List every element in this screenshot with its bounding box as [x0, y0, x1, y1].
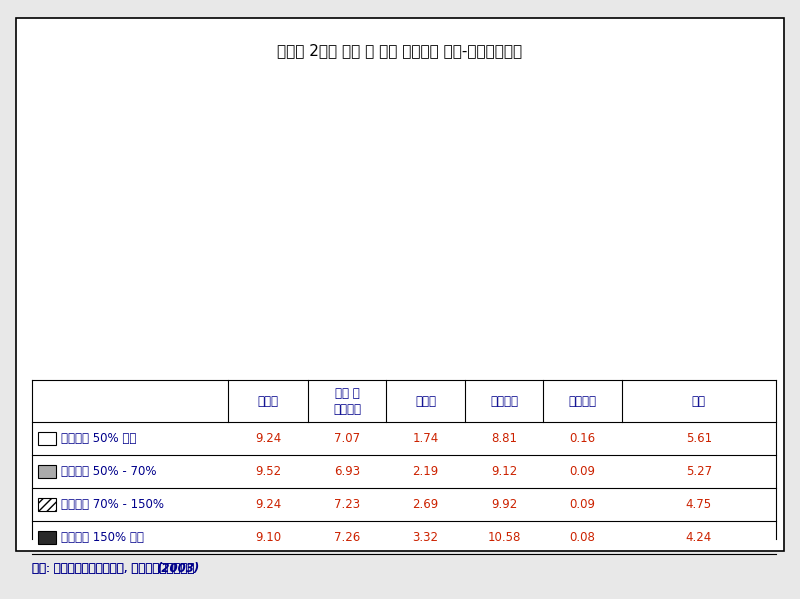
Text: 5.27: 5.27	[686, 465, 712, 478]
Bar	[450, 161, 469, 371]
Text: 9.24: 9.24	[255, 432, 281, 445]
Text: 0.09: 0.09	[570, 465, 595, 478]
Bar	[114, 150, 133, 371]
Text: 2.19: 2.19	[413, 465, 438, 478]
Bar	[133, 143, 152, 371]
Bar	[674, 237, 693, 371]
Bar	[338, 329, 357, 371]
Text: 직업관련: 직업관련	[568, 395, 596, 408]
Bar	[581, 369, 600, 371]
Y-axis label: 시간: 시간	[41, 214, 58, 228]
Bar	[693, 245, 712, 371]
Text: 9.52: 9.52	[255, 465, 281, 478]
Text: 수업 및
개인공부: 수업 및 개인공부	[333, 387, 362, 416]
Text: 9.12: 9.12	[491, 465, 517, 478]
Bar	[264, 198, 283, 371]
Bar	[171, 153, 190, 371]
Text: 0.09: 0.09	[570, 498, 595, 511]
Bar	[357, 319, 376, 371]
Text: 3.32: 3.32	[413, 531, 438, 544]
Text: 9.10: 9.10	[255, 531, 281, 544]
Text: 6.93: 6.93	[334, 465, 360, 478]
Bar	[619, 370, 638, 371]
Bar	[488, 134, 507, 371]
Text: 중위소득 50% - 70%: 중위소득 50% - 70%	[61, 465, 156, 478]
Text: 여가: 여가	[692, 395, 706, 408]
Bar	[226, 202, 245, 371]
Text: 8.81: 8.81	[491, 432, 517, 445]
Text: 5.61: 5.61	[686, 432, 712, 445]
Text: 7.26: 7.26	[334, 531, 360, 544]
Bar	[731, 270, 750, 371]
Text: 의식주: 의식주	[258, 395, 278, 408]
Text: 2.69: 2.69	[413, 498, 438, 511]
Text: 0.08: 0.08	[570, 531, 595, 544]
Bar	[712, 258, 731, 371]
Bar	[395, 292, 414, 371]
Bar	[562, 368, 581, 371]
Text: 중위소득 70% - 150%: 중위소득 70% - 150%	[61, 498, 164, 511]
Bar	[376, 307, 395, 371]
Text: 0.16: 0.16	[570, 432, 595, 445]
Text: 4.24: 4.24	[686, 531, 712, 544]
Text: 4.75: 4.75	[686, 498, 712, 511]
Bar	[152, 150, 171, 371]
Text: 10.58: 10.58	[487, 531, 521, 544]
Text: 자료: 한국청소년정책연구원, 한국청소년패널조사: 자료: 한국청소년정책연구원, 한국청소년패널조사	[32, 562, 194, 575]
Text: 중학교 2학년 학기 중 평일 생활시간 배분-소득계층비교: 중학교 2학년 학기 중 평일 생활시간 배분-소득계층비교	[278, 43, 522, 59]
Text: (2003): (2003)	[156, 562, 199, 575]
Bar	[283, 198, 302, 371]
Text: 9.92: 9.92	[491, 498, 517, 511]
Text: 중위소득 150% 이상: 중위소득 150% 이상	[61, 531, 144, 544]
Bar	[507, 118, 526, 371]
Bar	[245, 205, 264, 371]
Text: 중위소득 50% 미만: 중위소득 50% 미만	[61, 432, 136, 445]
Text: 공부전체: 공부전체	[490, 395, 518, 408]
Text: 9.24: 9.24	[255, 498, 281, 511]
Bar	[469, 153, 488, 371]
Text: 7.23: 7.23	[334, 498, 360, 511]
Bar	[600, 369, 619, 371]
Text: 자료: 한국청소년정책연구원, 한국청소년패널조사: 자료: 한국청소년정책연구원, 한국청소년패널조사	[32, 562, 194, 575]
Text: 사교육: 사교육	[415, 395, 436, 408]
Text: 1.74: 1.74	[413, 432, 438, 445]
Text: 7.07: 7.07	[334, 432, 360, 445]
